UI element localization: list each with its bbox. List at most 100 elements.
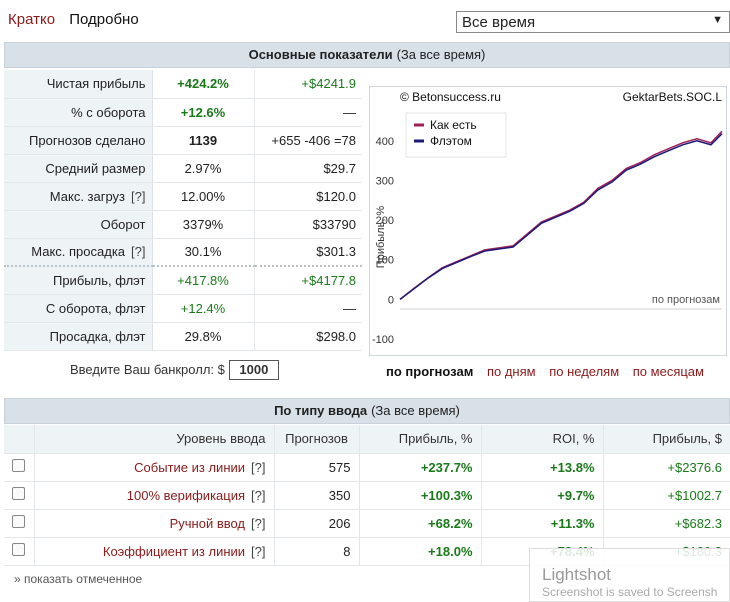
main-stats-title: Основные показатели	[248, 47, 393, 62]
bankroll-label: Введите Ваш банкролл: $	[70, 362, 225, 377]
bankroll-row: Введите Ваш банкролл: $1000	[70, 360, 279, 380]
legend-label: Флэтом	[430, 134, 472, 148]
stat-value-pct: +12.4%	[152, 294, 255, 323]
type-table: Уровень ввода Прогнозов Прибыль, % ROI, …	[4, 425, 730, 566]
row-checkbox[interactable]	[12, 543, 26, 556]
stat-value-abs: $298.0	[254, 322, 362, 351]
bankroll-input[interactable]: 1000	[228, 360, 279, 380]
stat-label: Прибыль, флэт	[4, 265, 153, 295]
stat-value-abs: +655 -406 =78	[254, 126, 362, 155]
table-row: 100% верификация [?] 350 +100.3% +9.7% +$1002…	[4, 481, 730, 510]
type-name: Коэффициент из линии	[102, 543, 246, 559]
col-header-profit-pct: Прибыль, %	[359, 425, 482, 454]
y-axis-label: Прибыль, %	[375, 206, 387, 269]
row-checkbox[interactable]	[12, 515, 26, 528]
chart-account-name: GektarBets.SOC.L	[623, 90, 723, 104]
series-line-flat	[399, 133, 723, 300]
col-header-level: Уровень ввода	[34, 425, 275, 454]
type-name-cell: Коэффициент из линии [?]	[34, 537, 275, 566]
row-checkbox[interactable]	[12, 487, 26, 500]
type-count: 206	[274, 509, 360, 538]
col-header-count: Прогнозов	[274, 425, 360, 454]
help-link[interactable]: [?]	[131, 244, 146, 260]
type-name: 100% верификация	[126, 487, 246, 503]
stat-value-abs: +$4241.9	[254, 70, 362, 99]
row-select-cell	[4, 453, 35, 482]
stat-label: Прогнозов сделано	[4, 126, 153, 155]
y-tick-label: 100	[376, 255, 394, 267]
stats-row: С оборота, флэт +12.4% —	[4, 294, 362, 323]
row-select-cell	[4, 509, 35, 538]
type-name: Событие из линии	[134, 459, 246, 475]
stat-label: С оборота, флэт	[4, 294, 153, 323]
help-link[interactable]: [?]	[251, 459, 266, 475]
stat-label: Оборот	[4, 210, 153, 239]
tab-by-day[interactable]: по дням	[486, 364, 536, 379]
type-stats-subtitle: (За все время)	[371, 403, 460, 418]
row-select-cell	[4, 537, 35, 566]
tab-by-week[interactable]: по неделям	[549, 364, 620, 379]
type-name: Ручной ввод	[169, 515, 246, 531]
type-count: 8	[274, 537, 360, 566]
stat-value-abs: +$4177.8	[254, 265, 362, 295]
help-link[interactable]: [?]	[251, 543, 266, 559]
type-profit-pct: +237.7%	[359, 453, 482, 482]
type-count: 350	[274, 481, 360, 510]
main-stats-header: Основные показатели (За все время)	[4, 42, 730, 68]
tab-by-forecast[interactable]: по прогнозам	[386, 364, 474, 379]
row-select-cell	[4, 481, 35, 510]
stat-value-pct: 29.8%	[152, 322, 255, 351]
help-link[interactable]: [?]	[251, 487, 266, 503]
table-row: Ручной ввод [?] 206 +68.2% +11.3% +$682.3	[4, 509, 730, 538]
short-view-link[interactable]: Кратко	[8, 11, 56, 28]
stats-row: Средний размер 2.97% $29.7	[4, 154, 362, 183]
stats-row: Прибыль, флэт +417.8% +$4177.8	[4, 265, 362, 295]
help-link[interactable]: [?]	[131, 188, 146, 204]
chart-granularity-nav: по прогнозам по дням по неделям по месяц…	[386, 364, 714, 379]
type-profit-usd: +$682.3	[603, 509, 730, 538]
type-profit-pct: +100.3%	[359, 481, 482, 510]
stat-value-abs: —	[254, 294, 362, 323]
stats-row: % с оборота +12.6% —	[4, 98, 362, 127]
stat-value-pct: +12.6%	[152, 98, 255, 127]
y-tick-label: 400	[376, 136, 394, 148]
stat-value-abs: $120.0	[254, 182, 362, 211]
x-axis-label: по прогнозам	[652, 294, 720, 306]
type-stats-title: По типу ввода	[274, 403, 368, 418]
stats-row: Просадка, флэт 29.8% $298.0	[4, 322, 362, 351]
help-link[interactable]: [?]	[251, 515, 266, 531]
stat-value-abs: $29.7	[254, 154, 362, 183]
legend-box	[405, 112, 507, 158]
col-header-profit-usd: Прибыль, $	[603, 425, 730, 454]
y-tick-label: 0	[388, 294, 394, 306]
stats-table: Чистая прибыль +424.2% +$4241.9% с оборота…	[4, 70, 362, 351]
stats-row: Оборот 3379% $33790	[4, 210, 362, 239]
stat-value-pct: +417.8%	[152, 265, 255, 295]
main-stats-subtitle: (За все время)	[396, 47, 486, 62]
stat-value-abs: $301.3	[254, 238, 362, 267]
lightshot-notification[interactable]: Lightshot Screenshot is saved to Screens…	[529, 548, 730, 602]
stats-row: Макс. просадка [?] 30.1% $301.3	[4, 238, 362, 267]
stat-value-pct: 2.97%	[152, 154, 255, 183]
stat-label: Чистая прибыль	[4, 70, 153, 99]
lightshot-text: Screenshot is saved to Screensh	[542, 585, 718, 599]
legend-label: Как есть	[430, 118, 477, 132]
y-tick-label: -100	[372, 334, 394, 346]
y-tick-label: 200	[376, 215, 394, 227]
stat-value-pct: 1139	[152, 126, 255, 155]
view-mode-links: Кратко Подробно	[8, 11, 149, 28]
detailed-view-link[interactable]: Подробно	[69, 11, 139, 28]
stat-value-pct: +424.2%	[152, 70, 255, 99]
y-tick-label: 300	[376, 175, 394, 187]
stat-value-abs: $33790	[254, 210, 362, 239]
type-roi: +13.8%	[481, 453, 604, 482]
type-profit-usd: +$2376.6	[603, 453, 730, 482]
period-select-value: Все время	[462, 14, 536, 31]
stats-row: Макс. загруз [?] 12.00% $120.0	[4, 182, 362, 211]
tab-by-month[interactable]: по месяцам	[632, 364, 704, 379]
period-select[interactable]: Все время ▼	[456, 11, 730, 33]
type-count: 575	[274, 453, 360, 482]
show-marked-link[interactable]: » показать отмеченное	[14, 572, 143, 586]
table-row: Событие из линии [?] 575 +237.7% +13.8% +$237…	[4, 453, 730, 482]
row-checkbox[interactable]	[12, 459, 26, 472]
